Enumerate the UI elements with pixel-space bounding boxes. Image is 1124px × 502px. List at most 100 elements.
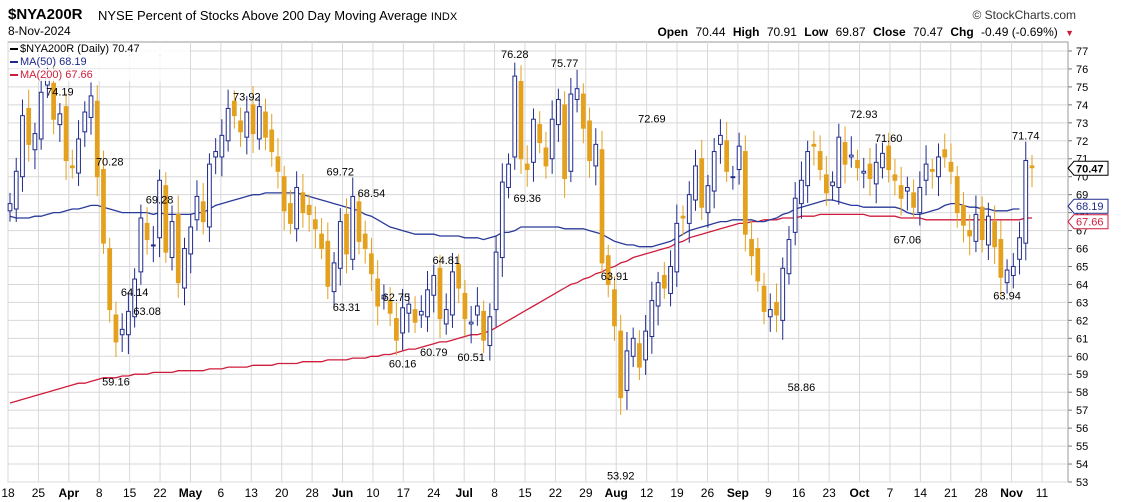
candle bbox=[799, 161, 804, 219]
candle bbox=[531, 108, 536, 182]
plot-area bbox=[7, 41, 1069, 483]
candle-body bbox=[718, 134, 723, 145]
candle bbox=[362, 220, 368, 264]
y-tick-label: 77 bbox=[1076, 46, 1088, 58]
candle-body bbox=[481, 310, 486, 341]
candle-body bbox=[207, 163, 212, 228]
candle bbox=[917, 171, 923, 226]
candle bbox=[618, 314, 624, 415]
chg-label: Chg bbox=[950, 25, 974, 39]
x-tick-label: 16 bbox=[792, 486, 806, 500]
candle-body bbox=[32, 133, 38, 151]
candle bbox=[861, 157, 867, 189]
chg-value: -0.49 (-0.69%) bbox=[981, 25, 1058, 39]
candle-body bbox=[780, 267, 786, 321]
candle-body bbox=[362, 233, 368, 250]
x-tick-label: 13 bbox=[245, 486, 259, 500]
price-annotation: 62.75 bbox=[383, 292, 411, 304]
candle-body bbox=[38, 91, 44, 140]
candle bbox=[537, 111, 543, 154]
candle bbox=[549, 100, 555, 174]
candle bbox=[387, 287, 393, 327]
candle bbox=[524, 145, 530, 187]
candle bbox=[942, 133, 948, 168]
x-tick-label: 24 bbox=[427, 486, 441, 500]
right-marker: 68.19 bbox=[1067, 198, 1109, 214]
candle bbox=[580, 83, 586, 144]
candle bbox=[138, 204, 144, 285]
candle bbox=[855, 149, 860, 181]
candle-body bbox=[637, 343, 642, 368]
y-tick-label: 72 bbox=[1076, 136, 1088, 148]
candle bbox=[630, 327, 636, 368]
right-marker-label: 68.19 bbox=[1076, 201, 1104, 213]
y-tick-label: 74 bbox=[1076, 100, 1088, 112]
candle-body bbox=[867, 163, 873, 179]
candle bbox=[718, 119, 723, 164]
candle-body bbox=[518, 81, 524, 160]
x-tick-label: 8 bbox=[96, 486, 103, 500]
candle-body bbox=[998, 239, 1004, 278]
candle bbox=[450, 253, 455, 328]
candle-body bbox=[238, 120, 243, 133]
candle-body bbox=[861, 170, 867, 174]
right-marker-label: 70.47 bbox=[1076, 163, 1104, 175]
y-tick-label: 62 bbox=[1076, 315, 1088, 327]
description-text: NYSE Percent of Stocks Above 200 Day Mov… bbox=[98, 8, 428, 23]
candle bbox=[680, 205, 686, 236]
candle-body bbox=[163, 185, 169, 253]
candle bbox=[643, 314, 649, 375]
candle-body bbox=[506, 163, 511, 188]
x-tick-label: 28 bbox=[974, 486, 988, 500]
right-marker-box bbox=[1067, 160, 1109, 176]
candle bbox=[605, 244, 611, 298]
candle-body bbox=[312, 219, 318, 230]
x-tick-label: Apr bbox=[58, 486, 79, 500]
candle bbox=[69, 149, 75, 179]
candle-body bbox=[412, 309, 418, 323]
candle-body bbox=[275, 156, 281, 172]
candle-body bbox=[929, 169, 935, 172]
candle-body bbox=[1010, 265, 1016, 276]
candle-body bbox=[300, 192, 306, 214]
candle-body bbox=[537, 124, 543, 144]
x-tick-label: Oct bbox=[850, 486, 870, 500]
candle bbox=[1017, 221, 1022, 275]
candle-body bbox=[693, 165, 698, 201]
candle-body bbox=[705, 185, 711, 214]
candle bbox=[406, 293, 412, 333]
y-tick-label: 64 bbox=[1076, 279, 1088, 291]
candle-body bbox=[873, 161, 879, 185]
x-tick-label: 6 bbox=[218, 486, 225, 500]
candle bbox=[979, 196, 985, 253]
candle-body bbox=[574, 88, 580, 100]
y-tick-label: 59 bbox=[1076, 369, 1088, 381]
candle-body bbox=[936, 156, 941, 178]
close-label: Close bbox=[872, 25, 906, 39]
price-annotation: 63.91 bbox=[601, 271, 629, 283]
candle bbox=[811, 130, 817, 166]
candle bbox=[76, 120, 81, 187]
candle bbox=[475, 287, 480, 326]
low-label: Low bbox=[804, 25, 829, 39]
x-tick-label: 18 bbox=[1, 486, 15, 500]
y-tick-label: 66 bbox=[1076, 244, 1088, 256]
candle-body bbox=[263, 111, 268, 138]
candle bbox=[749, 220, 754, 276]
y-tick-label: 73 bbox=[1076, 118, 1088, 130]
candle-body bbox=[836, 136, 842, 188]
candle bbox=[556, 88, 561, 142]
candle-body bbox=[356, 201, 362, 242]
candle bbox=[113, 301, 119, 358]
x-tick-label: 15 bbox=[518, 486, 532, 500]
candle bbox=[38, 78, 44, 150]
x-tick-label: 19 bbox=[670, 486, 684, 500]
open-value: 70.44 bbox=[695, 25, 726, 39]
candle-body bbox=[150, 244, 156, 247]
candle bbox=[456, 253, 462, 304]
candle-body bbox=[668, 265, 673, 294]
candle-body bbox=[387, 300, 393, 314]
candle-body bbox=[923, 163, 929, 181]
candle bbox=[755, 237, 761, 292]
